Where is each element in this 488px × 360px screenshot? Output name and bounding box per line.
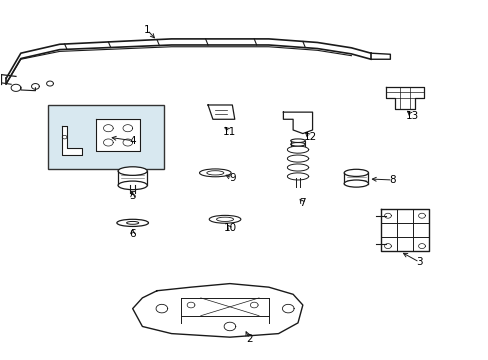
Ellipse shape — [344, 180, 368, 187]
Text: 5: 5 — [129, 191, 136, 201]
Ellipse shape — [290, 143, 305, 146]
Text: 12: 12 — [303, 132, 316, 142]
Text: 10: 10 — [223, 223, 236, 233]
Polygon shape — [385, 87, 424, 109]
Text: 7: 7 — [299, 198, 305, 208]
Text: 11: 11 — [223, 127, 236, 137]
Ellipse shape — [290, 139, 305, 143]
Ellipse shape — [117, 219, 148, 226]
Text: 9: 9 — [228, 173, 235, 183]
Text: 6: 6 — [129, 229, 136, 239]
Polygon shape — [96, 119, 140, 152]
Text: 1: 1 — [143, 25, 150, 35]
Ellipse shape — [216, 217, 233, 221]
Ellipse shape — [118, 167, 147, 175]
Text: 2: 2 — [245, 334, 252, 344]
Ellipse shape — [118, 181, 147, 190]
Text: 4: 4 — [129, 136, 136, 146]
Text: 8: 8 — [388, 175, 395, 185]
Ellipse shape — [126, 221, 139, 224]
Ellipse shape — [344, 169, 368, 176]
Polygon shape — [207, 105, 234, 119]
Polygon shape — [283, 112, 312, 134]
Ellipse shape — [209, 215, 241, 223]
Ellipse shape — [199, 169, 231, 177]
Text: 3: 3 — [415, 257, 422, 267]
Text: 13: 13 — [405, 111, 418, 121]
Polygon shape — [62, 126, 81, 155]
Bar — [47, 105, 164, 169]
Ellipse shape — [206, 171, 224, 175]
